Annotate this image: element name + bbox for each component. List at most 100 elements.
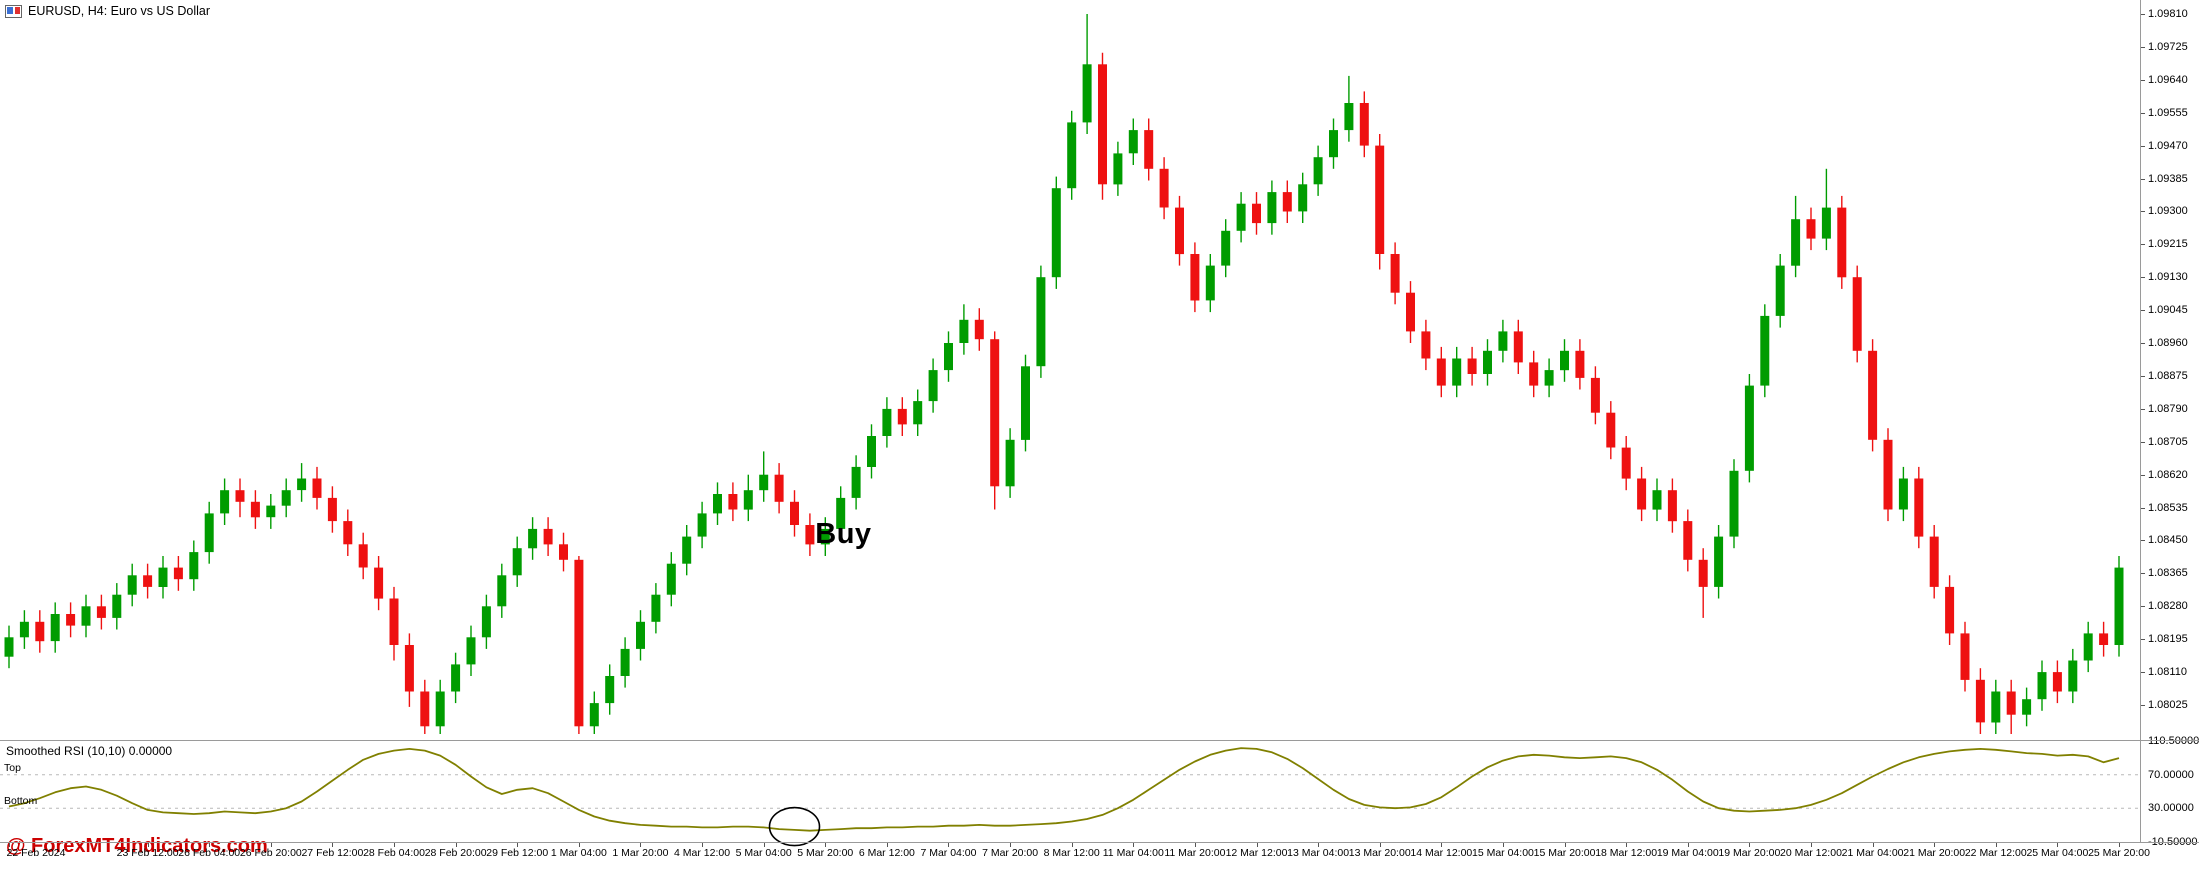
- candle-body-up: [1991, 691, 2001, 723]
- watermark: @ ForexMT4Indicators.com: [6, 835, 268, 857]
- price-scale-border: [2140, 0, 2141, 842]
- price-axis-tick: [2141, 211, 2145, 213]
- price-axis-tick: [2141, 507, 2145, 509]
- candle-body-down: [1852, 277, 1862, 351]
- time-axis-tick: [1687, 843, 1689, 847]
- candle-body-down: [143, 575, 153, 587]
- candle-body-down: [1606, 412, 1616, 448]
- candle-body-up: [959, 319, 969, 343]
- time-axis-tick: [2119, 843, 2120, 847]
- time-axis-tick: [270, 843, 272, 847]
- time-axis-label: 20 Mar 12:00: [1780, 847, 1842, 859]
- candle-body-up: [1714, 536, 1724, 587]
- candle-body-up: [697, 513, 707, 537]
- candle-body-up: [4, 637, 14, 657]
- time-axis-tick: [1256, 843, 1258, 847]
- candle-body-down: [1667, 490, 1677, 522]
- buy-annotation[interactable]: Buy: [815, 518, 872, 551]
- time-axis[interactable]: 22 Feb 2024 23 Feb 12:00 26 Feb 04:00 26 Fe…: [0, 843, 2199, 872]
- candle-body-down: [2052, 672, 2062, 692]
- candle-body-down: [420, 691, 430, 727]
- price-axis-tick: [2141, 343, 2145, 345]
- candle-body-down: [235, 490, 245, 502]
- candle-body-up: [851, 466, 861, 498]
- candle-body-up: [944, 343, 953, 371]
- candle-body-up: [158, 567, 168, 587]
- candle-body-up: [913, 401, 923, 425]
- price-axis-label: 1.09555: [2148, 106, 2188, 119]
- candle-body-up: [297, 478, 307, 491]
- circle-annotation[interactable]: [768, 806, 821, 847]
- candle-body-up: [112, 594, 122, 618]
- candle-body-up: [435, 691, 445, 727]
- candle-body-down: [1375, 145, 1385, 254]
- candle-body-up: [481, 606, 491, 638]
- price-axis-tick: [2141, 672, 2145, 674]
- candle-body-down: [66, 614, 76, 626]
- time-axis-tick: [825, 843, 827, 847]
- price-axis-label: 1.08790: [2148, 402, 2188, 415]
- price-axis-label: 1.08280: [2148, 600, 2188, 613]
- rsi-axis-label: 110.50000: [2148, 735, 2199, 747]
- time-axis-label: 23 Feb 12:00: [116, 847, 179, 859]
- candle-body-up: [1005, 439, 1015, 487]
- candle-body-down: [1837, 207, 1847, 278]
- time-axis-label: 26 Feb 04:00: [178, 847, 241, 859]
- candle-body-up: [1051, 188, 1061, 278]
- time-axis-tick: [1626, 843, 1628, 847]
- pane-divider[interactable]: [0, 740, 2199, 741]
- candle-body-up: [1483, 350, 1492, 374]
- rsi-axis: 110.50000 70.00000 30.00000 -10.50000: [2141, 735, 2199, 848]
- candle-body-up: [820, 528, 830, 545]
- candle-body-up: [1329, 130, 1338, 158]
- time-axis-label: 8 Mar 12:00: [1043, 847, 1100, 859]
- time-axis-tick: [1071, 843, 1073, 847]
- candle-body-up: [1898, 478, 1908, 510]
- price-axis-tick: [2141, 277, 2145, 279]
- candle-body-down: [1098, 64, 1107, 185]
- candle-body-up: [713, 494, 722, 514]
- candle-body-up: [743, 490, 753, 510]
- candle-body-up: [220, 490, 230, 514]
- price-axis-label: 1.08365: [2148, 567, 2188, 580]
- candle-body-down: [1436, 358, 1446, 386]
- candle-body-down: [1914, 478, 1924, 537]
- time-axis-tick: [1318, 843, 1320, 847]
- candle-body-down: [1621, 447, 1631, 479]
- time-axis-tick: [886, 843, 888, 847]
- time-axis-tick: [9, 843, 10, 847]
- price-axis-tick: [2141, 441, 2145, 443]
- candle-body-up: [81, 606, 91, 626]
- price-axis[interactable]: 1.09810 1.09725 1.09640 1.09555 1.09470 1.093…: [2141, 0, 2199, 740]
- price-axis-label: 1.08705: [2148, 435, 2188, 448]
- time-axis-label: 11 Mar 20:00: [1164, 847, 1226, 859]
- candlestick-chart[interactable]: [0, 0, 2141, 740]
- candle-body-up: [605, 676, 615, 704]
- price-axis-tick: [2141, 244, 2145, 246]
- rsi-indicator-chart[interactable]: [0, 741, 2141, 847]
- candle-body-up: [50, 614, 60, 642]
- price-axis-label: 1.09640: [2148, 73, 2188, 86]
- time-axis-label: 15 Mar 04:00: [1472, 847, 1534, 859]
- candle-body-up: [1791, 219, 1801, 266]
- time-axis-tick: [1133, 843, 1135, 847]
- candle-body-up: [1313, 157, 1323, 185]
- candle-body-up: [528, 528, 538, 549]
- time-axis-label: 29 Feb 12:00: [486, 847, 549, 859]
- candle-body-down: [2006, 691, 2016, 715]
- candle-body-down: [1406, 292, 1415, 332]
- price-axis-tick: [2141, 375, 2145, 377]
- candle-body-up: [1205, 265, 1215, 301]
- time-axis-tick: [209, 843, 211, 847]
- candle-body-down: [389, 598, 399, 645]
- time-axis-label: 28 Feb 04:00: [363, 847, 425, 859]
- candle-body-down: [1159, 168, 1169, 208]
- candle-body-up: [2068, 660, 2078, 692]
- time-axis-label: 7 Mar 20:00: [982, 847, 1039, 859]
- time-axis-label: 21 Mar 20:00: [1903, 847, 1966, 859]
- candle-body-up: [1236, 203, 1246, 231]
- time-axis-label: 22 Feb 2024: [6, 847, 66, 859]
- candle-body-up: [1113, 153, 1123, 185]
- candle-body-down: [35, 621, 45, 642]
